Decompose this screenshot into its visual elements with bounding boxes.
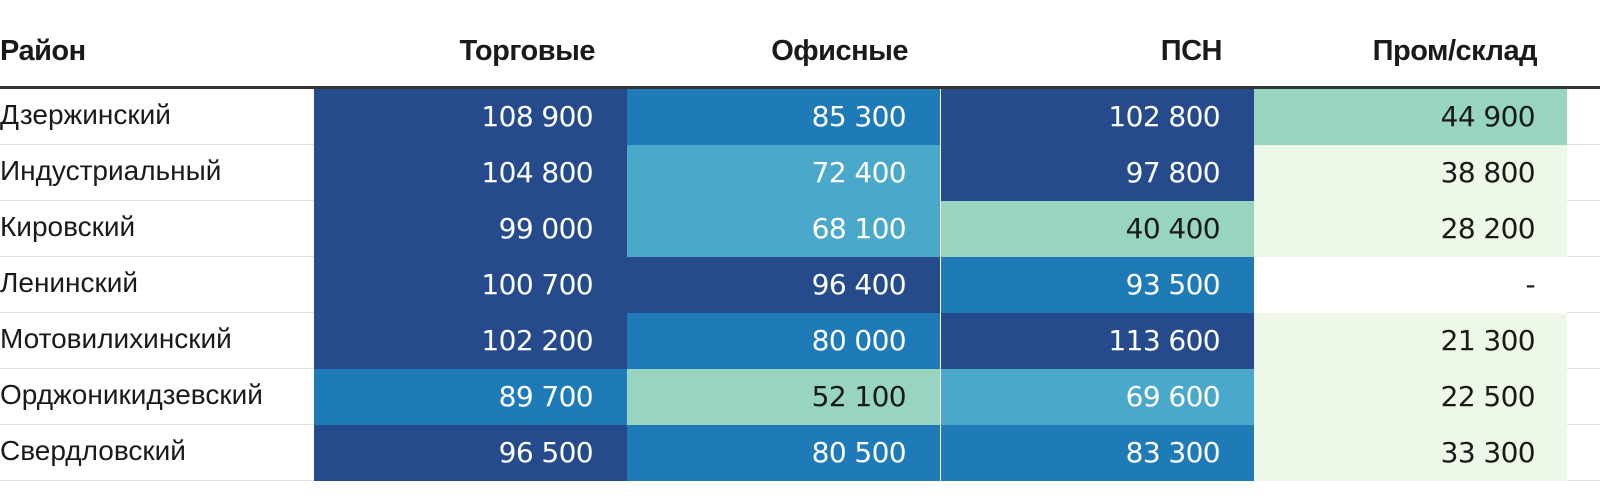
heatmap-cell: 104 800: [314, 145, 627, 201]
row-label: Орджоникидзевский: [0, 379, 263, 410]
heatmap-cell: 96 500: [314, 425, 627, 481]
heatmap-cell: 89 700: [314, 369, 627, 425]
table-body: Дзержинский 108 900 85 300 102 800 44 900 Инд…: [0, 89, 1600, 481]
heatmap-cell: 83 300: [941, 425, 1254, 481]
heatmap-cell: 102 200: [314, 313, 627, 369]
heatmap-cell: 22 500: [1254, 369, 1567, 425]
column-header-psn: ПСН: [1160, 35, 1223, 67]
heatmap-cell: 28 200: [1254, 201, 1567, 257]
table-row: Мотовилихинский 102 200 80 000 113 600 21 30…: [0, 313, 1600, 369]
table-row: Свердловский 96 500 80 500 83 300 33 300: [0, 425, 1600, 481]
heatmap-cell: 93 500: [941, 257, 1254, 313]
heatmap-cell: 33 300: [1254, 425, 1567, 481]
column-header-industrial: Пром/склад: [1372, 35, 1538, 67]
column-header-district: Район: [0, 35, 86, 67]
heatmap-cell: 44 900: [1254, 89, 1567, 145]
heatmap-cell: 99 000: [314, 201, 627, 257]
table-row: Кировский 99 000 68 100 40 400 28 200: [0, 201, 1600, 257]
heatmap-cell: 108 900: [314, 89, 627, 145]
row-label: Индустриальный: [0, 155, 222, 186]
heatmap-cell: 113 600: [941, 313, 1254, 369]
heatmap-cell: 40 400: [941, 201, 1254, 257]
column-header-trade: Торговые: [459, 35, 596, 67]
heatmap-cell: -: [1254, 257, 1567, 313]
heatmap-cell: 80 000: [627, 313, 940, 369]
heatmap-cell: 85 300: [627, 89, 940, 145]
table-row: Индустриальный 104 800 72 400 97 800 38 800: [0, 145, 1600, 201]
row-label: Дзержинский: [0, 99, 171, 130]
heatmap-cell: 97 800: [941, 145, 1254, 201]
table-row: Дзержинский 108 900 85 300 102 800 44 900: [0, 89, 1600, 145]
row-label: Свердловский: [0, 435, 186, 466]
heatmap-cell: 52 100: [627, 369, 940, 425]
heatmap-cell: 100 700: [314, 257, 627, 313]
heatmap-cell: 38 800: [1254, 145, 1567, 201]
heatmap-cell: 21 300: [1254, 313, 1567, 369]
heatmap-cell: 69 600: [941, 369, 1254, 425]
column-header-office: Офисные: [771, 35, 908, 67]
heatmap-cell: 102 800: [941, 89, 1254, 145]
heatmap-cell: 68 100: [627, 201, 940, 257]
row-label: Мотовилихинский: [0, 323, 232, 354]
row-label: Ленинский: [0, 267, 139, 298]
heatmap-cell: 80 500: [627, 425, 940, 481]
heatmap-cell: 96 400: [627, 257, 940, 313]
table-row: Ленинский 100 700 96 400 93 500-: [0, 257, 1600, 313]
row-label: Кировский: [0, 211, 136, 242]
heatmap-cell: 72 400: [627, 145, 940, 201]
table-row: Орджоникидзевский 89 700 52 100 69 600 22 50…: [0, 369, 1600, 425]
heatmap-table: Район Торговые Офисные ПСН Пром/склад Дзерж…: [0, 22, 1600, 481]
table-header: Район Торговые Офисные ПСН Пром/склад: [0, 22, 1600, 89]
